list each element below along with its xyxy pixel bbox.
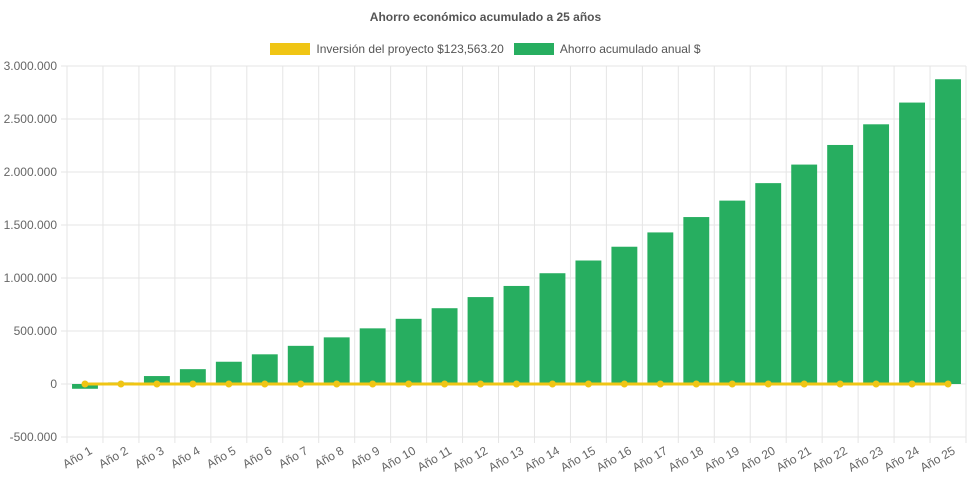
point-investment (692, 380, 700, 388)
bar-savings (431, 308, 458, 384)
legend-label-investment: Inversión del proyecto $123,563.20 (316, 42, 504, 56)
point-investment (728, 380, 736, 388)
bar-savings (467, 297, 494, 384)
point-investment (117, 380, 125, 388)
point-investment (513, 380, 520, 388)
x-tick-label: Año 1 (60, 443, 94, 471)
point-investment (405, 380, 413, 388)
point-investment (477, 380, 485, 388)
x-tick-label: Año 21 (774, 443, 814, 474)
x-tick-label: Año 2 (96, 443, 130, 471)
y-tick-label: 500.000 (14, 324, 58, 338)
bar-savings (611, 246, 638, 384)
chart-legend: Inversión del proyecto $123,563.20 Ahorr… (0, 42, 971, 56)
bar-savings (683, 217, 710, 384)
bar-savings (251, 354, 278, 384)
bar-savings (395, 318, 422, 384)
bar-savings (539, 273, 566, 384)
x-tick-label: Año 6 (240, 443, 274, 471)
legend-swatch-savings (513, 43, 554, 55)
point-investment (584, 380, 592, 388)
x-tick-label: Año 18 (666, 443, 706, 474)
bar-savings (719, 200, 746, 384)
x-tick-label: Año 20 (738, 443, 778, 474)
point-investment (369, 380, 377, 388)
point-investment (944, 380, 952, 388)
bar-savings (323, 337, 350, 384)
x-tick-label: Año 16 (594, 443, 634, 474)
point-investment (153, 380, 161, 388)
x-tick-label: Año 24 (882, 443, 922, 474)
x-tick-label: Año 23 (846, 443, 886, 474)
y-tick-label: 1.500.000 (4, 218, 58, 232)
x-tick-label: Año 7 (276, 443, 310, 471)
point-investment (872, 380, 880, 388)
y-tick-label: 1.000.000 (4, 271, 58, 285)
bar-savings (503, 285, 530, 384)
y-tick-label: 0 (50, 377, 57, 391)
bar-savings (287, 345, 314, 384)
chart-title: Ahorro económico acumulado a 25 años (369, 10, 602, 24)
x-tick-label: Año 9 (348, 443, 382, 471)
y-tick-label: 3.000.000 (4, 59, 58, 73)
bar-savings (143, 376, 170, 384)
bar-savings (755, 183, 782, 384)
x-tick-label: Año 3 (132, 443, 166, 471)
x-tick-label: Año 15 (558, 443, 598, 474)
x-tick-label: Año 10 (378, 443, 418, 474)
bar-savings (863, 124, 890, 385)
legend-label-savings: Ahorro acumulado anual $ (559, 42, 701, 56)
point-investment (297, 380, 305, 388)
point-investment (441, 380, 449, 388)
x-tick-label: Año 22 (810, 443, 850, 474)
y-tick-label: -500.000 (10, 430, 58, 444)
legend-item-investment[interactable]: Inversión del proyecto $123,563.20 (270, 42, 504, 56)
x-tick-label: Año 13 (486, 443, 526, 474)
bar-savings (899, 102, 926, 384)
bar-savings (179, 369, 206, 384)
point-investment (620, 380, 628, 388)
bar-savings (215, 361, 242, 384)
legend-item-savings[interactable]: Ahorro acumulado anual $ (513, 42, 701, 56)
x-tick-label: Año 4 (168, 443, 202, 471)
y-tick-label: 2.000.000 (4, 165, 58, 179)
x-tick-label: Año 8 (312, 443, 346, 471)
point-investment (800, 380, 808, 388)
x-tick-label: Año 17 (630, 443, 670, 474)
x-tick-label: Año 25 (918, 443, 958, 474)
x-tick-label: Año 19 (702, 443, 742, 474)
point-investment (836, 380, 844, 388)
point-investment (764, 380, 772, 388)
point-investment (261, 380, 269, 388)
x-tick-label: Año 12 (450, 443, 490, 474)
point-investment (225, 380, 233, 388)
point-investment (548, 380, 556, 388)
bar-savings (935, 79, 961, 384)
point-investment (81, 380, 89, 388)
bar-savings (575, 260, 602, 384)
point-investment (189, 380, 197, 388)
bar-savings (791, 164, 818, 384)
legend-swatch-investment (270, 43, 311, 55)
point-investment (333, 380, 341, 388)
x-tick-label: Año 5 (204, 443, 238, 471)
point-investment (656, 380, 664, 388)
y-tick-label: 2.500.000 (4, 112, 58, 126)
point-investment (908, 380, 916, 388)
bar-savings (827, 144, 854, 384)
bar-savings (647, 232, 674, 384)
x-tick-label: Año 14 (522, 443, 562, 474)
x-tick-label: Año 11 (415, 443, 454, 474)
bar-savings (359, 328, 386, 384)
